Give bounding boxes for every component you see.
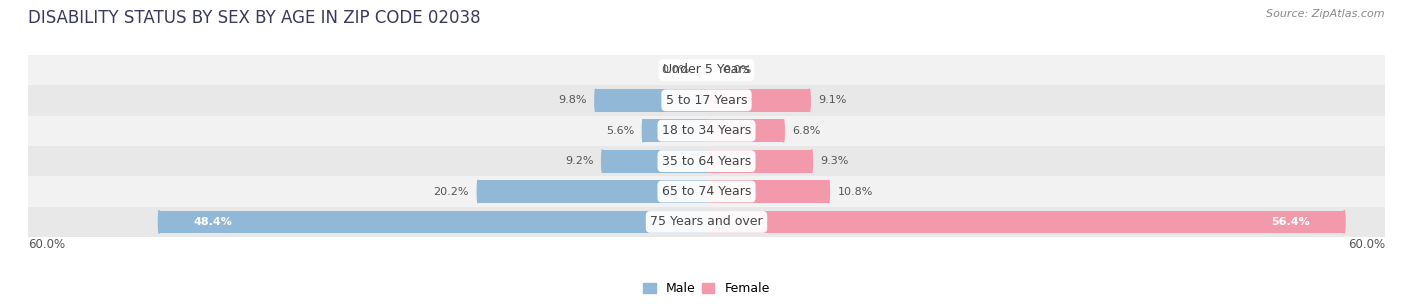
Bar (28, 176, 1385, 207)
Text: Under 5 Years: Under 5 Years (664, 64, 749, 76)
Bar (707, 210, 1344, 233)
Text: 56.4%: 56.4% (1271, 217, 1310, 227)
Text: 10.8%: 10.8% (838, 187, 873, 196)
Text: 20.2%: 20.2% (433, 187, 470, 196)
Text: 5.6%: 5.6% (606, 126, 634, 136)
Bar (707, 89, 810, 112)
Bar (28, 55, 1385, 85)
Bar (478, 180, 707, 203)
Ellipse shape (1343, 211, 1346, 233)
Ellipse shape (811, 150, 813, 173)
Bar (28, 85, 1385, 116)
Ellipse shape (643, 119, 644, 142)
Text: 18 to 34 Years: 18 to 34 Years (662, 124, 751, 137)
Bar (707, 150, 811, 173)
Ellipse shape (159, 211, 160, 233)
Text: Source: ZipAtlas.com: Source: ZipAtlas.com (1267, 9, 1385, 19)
Text: 0.0%: 0.0% (661, 65, 689, 75)
Bar (159, 210, 707, 233)
Text: 9.8%: 9.8% (558, 95, 586, 105)
Text: 9.1%: 9.1% (818, 95, 846, 105)
Bar (28, 116, 1385, 146)
Bar (28, 146, 1385, 176)
Text: 48.4%: 48.4% (193, 217, 232, 227)
Text: 75 Years and over: 75 Years and over (650, 216, 763, 228)
Bar (603, 150, 707, 173)
Bar (643, 119, 707, 142)
Ellipse shape (783, 119, 785, 142)
Bar (28, 207, 1385, 237)
Bar (707, 180, 828, 203)
Text: 6.8%: 6.8% (793, 126, 821, 136)
Text: 35 to 64 Years: 35 to 64 Years (662, 155, 751, 168)
Text: DISABILITY STATUS BY SEX BY AGE IN ZIP CODE 02038: DISABILITY STATUS BY SEX BY AGE IN ZIP C… (28, 9, 481, 27)
Legend: Male, Female: Male, Female (638, 277, 775, 300)
Text: 5 to 17 Years: 5 to 17 Years (666, 94, 747, 107)
Text: 60.0%: 60.0% (28, 238, 65, 251)
Ellipse shape (808, 89, 810, 112)
Ellipse shape (595, 89, 596, 112)
Ellipse shape (602, 150, 603, 173)
Text: 9.2%: 9.2% (565, 156, 593, 166)
Bar (707, 119, 783, 142)
Text: 0.0%: 0.0% (724, 65, 752, 75)
Bar (596, 89, 707, 112)
Text: 60.0%: 60.0% (1348, 238, 1385, 251)
Text: 65 to 74 Years: 65 to 74 Years (662, 185, 751, 198)
Ellipse shape (828, 180, 830, 203)
Ellipse shape (477, 180, 479, 203)
Text: 9.3%: 9.3% (821, 156, 849, 166)
